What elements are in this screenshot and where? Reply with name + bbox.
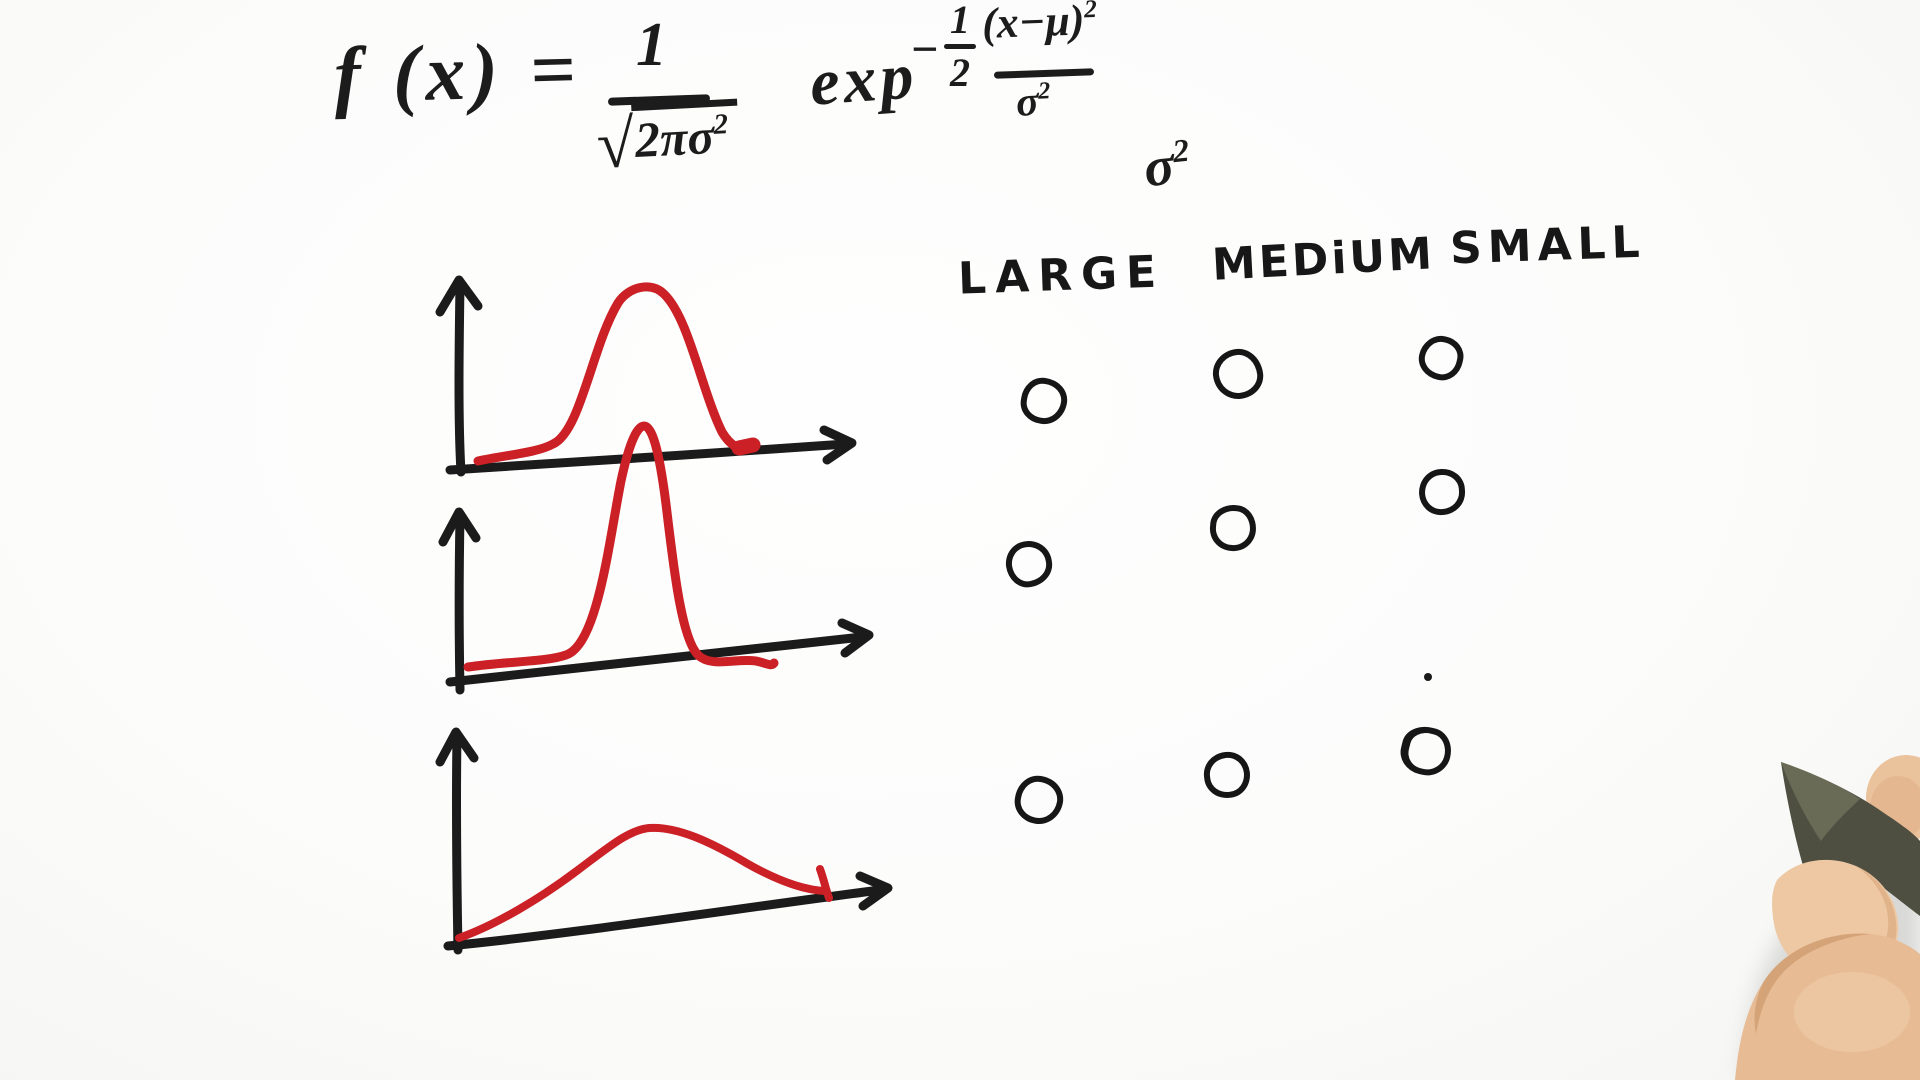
variance-denominator: σ2 (1015, 77, 1052, 127)
fingertip (1866, 755, 1920, 841)
knuckle-highlight (1794, 972, 1910, 1052)
graph1-bell-curve-medium (473, 282, 756, 466)
x-minus-mu: (x−μ) (981, 0, 1086, 48)
squared-deviation-numerator: (x−μ)2 (981, 0, 1098, 49)
stylus-tip-highlight (1781, 762, 1860, 841)
graph3-bell-curve-wide (455, 823, 829, 942)
fraction-denominator: √2πσ2 (594, 98, 741, 185)
graph3-curve-end-tick (816, 865, 833, 902)
graph2-y-axis (454, 511, 465, 695)
answer-circle-row1-small[interactable] (1414, 331, 1468, 385)
one-half-fraction: 1 2 (940, 0, 980, 95)
fraction-numerator: 1 (636, 11, 667, 79)
answer-circle-row3-medium[interactable] (1201, 749, 1253, 801)
graph3-x-arrowhead (855, 871, 893, 911)
graph3-x-axis (443, 885, 885, 951)
stray-pen-dot (1424, 673, 1432, 681)
graph1-x-arrowhead (819, 425, 857, 465)
numerator-exponent: 2 (1083, 0, 1098, 24)
half-denominator: 2 (950, 50, 970, 95)
answer-circle-row3-small[interactable] (1395, 721, 1457, 781)
exp-operator: exp (807, 39, 920, 120)
graph2-x-axis (445, 632, 867, 687)
sigma-exponent: 2 (1170, 132, 1191, 171)
answer-circle-row3-large[interactable] (1011, 772, 1067, 828)
sigma: σ (1014, 78, 1040, 126)
answer-circle-row2-large[interactable] (1002, 537, 1056, 591)
variance-group-label: σ2 (1141, 132, 1194, 201)
graph2-x-arrowhead (837, 618, 874, 658)
column-header-medium: MEDiUM (1210, 228, 1437, 291)
column-header-small: SMALL (1449, 216, 1647, 275)
graph1-y-arrowhead (435, 275, 483, 317)
thumb-shading (1848, 866, 1897, 981)
answer-circle-row2-small[interactable] (1417, 467, 1467, 517)
stylus-pen (1781, 762, 1920, 916)
half-fraction-bar (944, 44, 976, 49)
column-header-large: LARGE (957, 246, 1166, 305)
answer-circle-row1-medium[interactable] (1210, 346, 1266, 402)
palm (1735, 933, 1920, 1080)
thumb (1772, 859, 1899, 983)
fingertip-shading (1870, 776, 1920, 840)
graph1-x-axis (445, 439, 851, 475)
exponent-minus-sign: − (910, 23, 940, 76)
answer-circle-row2-medium[interactable] (1208, 503, 1258, 553)
graph2-bell-curve-narrow (463, 421, 779, 672)
hand-with-pen (1735, 755, 1920, 1080)
half-numerator: 1 (950, 0, 970, 42)
graph1-y-axis (454, 279, 466, 477)
radicand-exponent: 2 (713, 108, 730, 142)
radicand: 2πσ2 (631, 98, 741, 170)
graph1-curve-end-tick (731, 437, 761, 456)
denominator-exponent: 2 (1037, 77, 1051, 105)
graph3-y-arrowhead (435, 727, 479, 767)
graph2-y-arrowhead (438, 507, 481, 547)
answer-circle-row1-large[interactable] (1018, 375, 1070, 427)
radicand-text: 2πσ (633, 107, 716, 168)
graph3-y-axis (452, 730, 463, 955)
radical-sign: √ (594, 105, 635, 183)
hand-shadow (1742, 860, 1920, 1080)
formula-lhs: f (x) = (332, 25, 583, 121)
palm-shading (1754, 933, 1870, 1034)
